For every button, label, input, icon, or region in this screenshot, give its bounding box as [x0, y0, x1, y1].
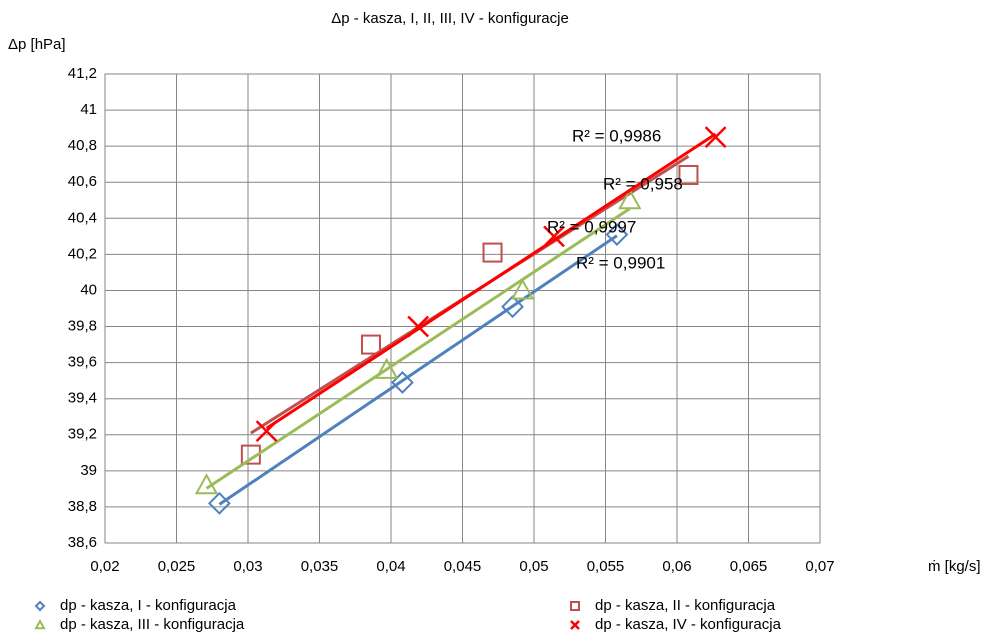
point: [194, 473, 219, 495]
point: [618, 188, 642, 210]
x-tick-label: 0,03: [233, 558, 262, 575]
legend-label: dp - kasza, III - konfiguracja: [60, 616, 245, 633]
point: [391, 371, 414, 394]
x-tick-label: 0,02: [90, 558, 119, 575]
legend-label: dp - kasza, IV - konfiguracja: [595, 616, 782, 633]
y-tick-label: 39,6: [68, 354, 97, 371]
y-tick-label: 39,2: [68, 426, 97, 443]
plot-border: [104, 73, 821, 544]
y-tick-label: 41: [80, 101, 97, 118]
legend-marker: [34, 618, 46, 630]
r2-label: R² = 0,958: [603, 174, 683, 193]
y-tick-label: 40,8: [68, 137, 97, 154]
point: [407, 315, 430, 338]
y-tick-label: 40,6: [68, 173, 97, 190]
x-tick-label: 0,065: [730, 558, 768, 575]
point: [255, 420, 278, 443]
x-axis-label: ṁ [kg/s]: [928, 558, 981, 575]
x-tick-label: 0,07: [805, 558, 834, 575]
legend-label: dp - kasza, I - konfiguracja: [60, 597, 237, 614]
r2-label: R² = 0,9997: [547, 217, 636, 236]
x-tick-label: 0,06: [662, 558, 691, 575]
point: [605, 223, 629, 246]
point: [501, 295, 524, 319]
point: [375, 357, 399, 379]
point: [543, 225, 565, 248]
y-tick-label: 39,8: [68, 318, 97, 335]
trendline: [265, 132, 717, 430]
trendline: [205, 207, 631, 490]
legend-marker: [570, 601, 580, 611]
point: [207, 491, 231, 515]
r2-label: R² = 0,9901: [576, 253, 665, 272]
r2-label: R² = 0,9986: [572, 126, 661, 145]
x-tick-label: 0,025: [158, 558, 196, 575]
y-tick-label: 39: [80, 462, 97, 479]
legend-label: dp - kasza, II - konfiguracja: [595, 597, 776, 614]
x-tick-label: 0,04: [376, 558, 405, 575]
point: [704, 126, 727, 149]
legend-marker: [34, 600, 46, 612]
y-tick-label: 40,2: [68, 245, 97, 262]
y-tick-label: 41,2: [68, 65, 97, 82]
y-tick-label: 38,6: [68, 534, 97, 551]
y-axis-label: Δp [hPa]: [8, 36, 66, 53]
y-tick-label: 39,4: [68, 390, 97, 407]
y-tick-label: 40: [80, 281, 97, 298]
point: [482, 242, 503, 263]
x-tick-label: 0,05: [519, 558, 548, 575]
x-tick-label: 0,035: [301, 558, 339, 575]
point: [510, 278, 535, 300]
y-tick-label: 38,8: [68, 498, 97, 515]
trendline: [218, 234, 618, 506]
point: [678, 165, 699, 186]
x-tick-label: 0,055: [587, 558, 625, 575]
point: [360, 334, 381, 355]
y-tick-label: 40,4: [68, 209, 97, 226]
x-tick-label: 0,045: [444, 558, 482, 575]
chart-title: Δp - kasza, I, II, III, IV - konfiguracj…: [331, 10, 569, 27]
legend-marker: [570, 620, 580, 630]
